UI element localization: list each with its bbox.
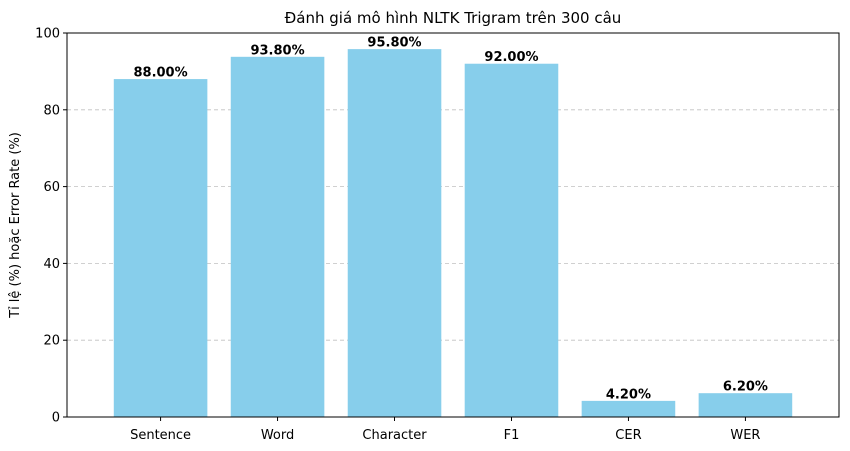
y-tick-label: 20 [43, 334, 60, 349]
bar-f1 [464, 63, 559, 417]
value-label: 6.20% [723, 380, 768, 395]
x-tick-label: Character [362, 428, 427, 443]
y-axis-ticks: 0 20 40 60 80 100 [35, 27, 67, 426]
y-tick-label: 100 [35, 27, 60, 42]
value-labels: 88.00% 93.80% 95.80% 92.00% 4.20% 6.20% [133, 36, 767, 403]
y-tick-label: 80 [43, 103, 60, 118]
bars [113, 49, 793, 418]
y-tick-label: 40 [43, 257, 60, 272]
bar-wer [698, 393, 793, 417]
value-label: 93.80% [250, 43, 304, 58]
x-axis-ticks: Sentence Word Character F1 CER WER [130, 417, 760, 443]
plot-frame [66, 32, 840, 418]
value-label: 4.20% [606, 387, 651, 402]
y-tick-label: 0 [52, 411, 60, 426]
chart-title: Đánh giá mô hình NLTK Trigram trên 300 c… [285, 9, 622, 27]
bar-character [347, 49, 442, 418]
bar-sentence [113, 79, 208, 417]
bar-cer [581, 400, 676, 417]
bar-word [230, 56, 325, 418]
y-tick-label: 60 [43, 180, 60, 195]
value-label: 88.00% [133, 66, 187, 81]
x-tick-label: WER [730, 428, 760, 443]
x-tick-label: F1 [504, 428, 520, 443]
x-tick-label: Sentence [130, 428, 191, 443]
x-tick-label: Word [261, 428, 294, 443]
y-axis-label: Tỉ lệ (%) hoặc Error Rate (%) [8, 132, 23, 319]
x-tick-label: CER [615, 428, 641, 443]
value-label: 95.80% [367, 36, 421, 51]
value-label: 92.00% [484, 50, 538, 65]
